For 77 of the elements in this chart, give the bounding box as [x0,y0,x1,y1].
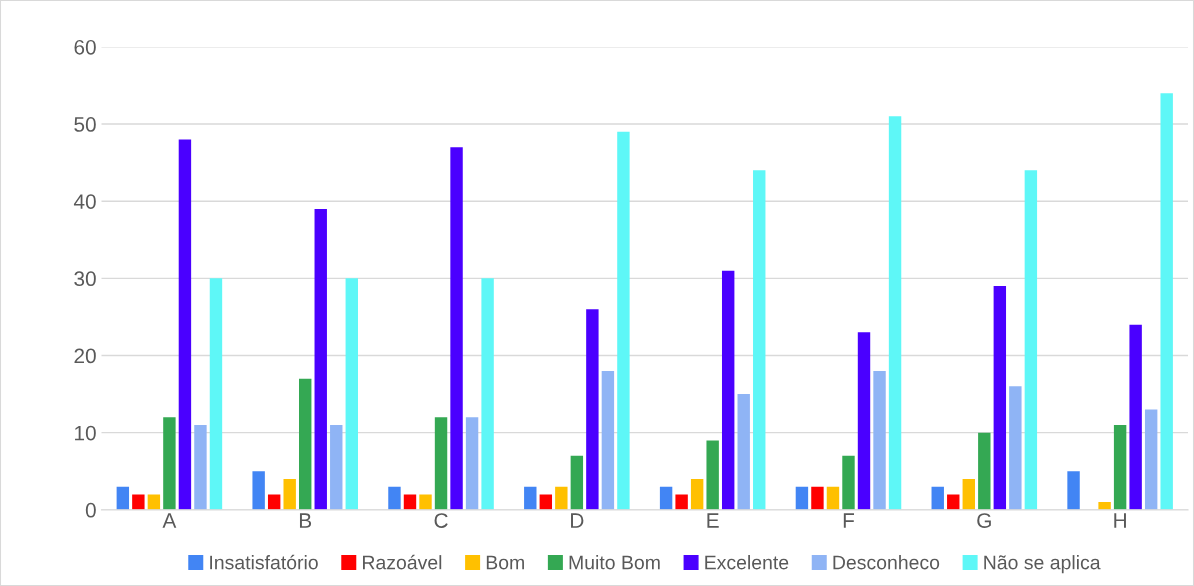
y-tick-label: 40 [73,194,96,209]
bar [570,455,584,510]
bar [1160,93,1173,510]
bar [132,494,145,510]
bar [753,170,766,510]
legend-label: Excelente [705,555,789,570]
bar [1129,324,1142,510]
bar [826,486,840,510]
x-tick-label: E [707,513,719,528]
x-tick-label: H [1114,513,1126,528]
bar [795,486,809,510]
bar [947,494,960,510]
bar [345,278,358,510]
y-tick-label: 60 [74,39,96,55]
bar [993,286,1007,510]
bar [178,139,192,510]
x-tick-label: F [843,513,855,528]
bar [209,278,223,510]
legend-label: Muito Bom [569,555,660,570]
bar [1009,386,1022,510]
bar [617,131,630,510]
bar [1024,170,1038,510]
x-tick-label: B [299,513,312,528]
bar [116,486,130,510]
bar [675,494,688,510]
y-tick-label: 20 [74,348,96,364]
legend-label: Não se aplica [984,555,1101,574]
bar [873,370,886,510]
bar [434,417,448,510]
x-tick-label: A [162,513,177,528]
bar [403,494,417,510]
legend-label: Desconheco [833,555,940,570]
bar [450,147,463,510]
bar [1113,424,1127,510]
y-tick-label: 10 [75,425,96,441]
bar [931,486,944,510]
bar [194,424,207,510]
bar [163,417,176,510]
y-tick-label: 0 [85,502,96,518]
bar [586,309,599,510]
bar [1098,502,1111,510]
bar [299,378,312,510]
bar [481,278,494,510]
x-tick-label: D [571,513,584,528]
bar [601,370,615,510]
bar [419,494,432,510]
bar [283,478,296,510]
x-tick-label: G [977,513,991,528]
legend-label: Bom [486,555,524,570]
bar [737,394,750,510]
bar [962,478,975,510]
bar [314,208,327,510]
legend-label: Razoável [363,554,442,570]
bar [888,116,902,510]
bar [857,332,871,510]
bar [539,494,553,510]
y-tick-label: 30 [74,271,96,287]
legend-label: Insatisfatório [210,554,318,570]
bar [842,455,855,510]
bar [388,486,401,510]
bar [267,494,281,510]
bar [978,432,991,510]
bar [524,486,537,510]
bar [147,494,161,510]
bar [330,424,343,510]
bar [811,486,824,510]
bar [659,486,673,510]
bar [465,417,479,510]
bar [1067,471,1080,510]
bar [555,486,568,510]
x-tick-label: C [434,513,448,528]
bar [706,440,719,510]
y-tick-label: 50 [74,117,96,132]
bar [1144,409,1158,510]
bar [721,270,735,510]
bar [690,478,704,510]
bar [252,471,265,510]
